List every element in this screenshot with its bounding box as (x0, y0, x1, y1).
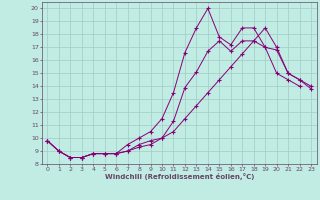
X-axis label: Windchill (Refroidissement éolien,°C): Windchill (Refroidissement éolien,°C) (105, 173, 254, 180)
